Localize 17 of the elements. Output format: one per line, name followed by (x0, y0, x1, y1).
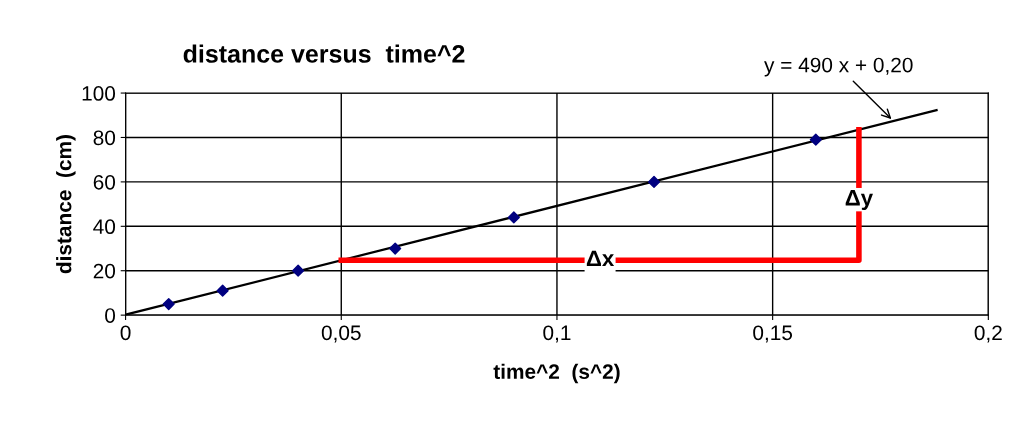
chart-title: distance versus time^2 (183, 44, 465, 63)
y-tick-label: 0 (105, 308, 116, 323)
x-tick-label: 0,15 (753, 325, 793, 343)
x-tick-label: 0 (120, 325, 131, 341)
y-tick-label: 40 (93, 219, 116, 235)
x-tick-label: 0,1 (543, 325, 571, 343)
annotation: y = 490 x + 0,20 (764, 57, 913, 77)
y-tick-label: 100 (82, 86, 116, 101)
x-axis-title: time^2 (s^2) (493, 363, 620, 384)
x-tick-label: 0,05 (321, 325, 361, 343)
annotation: Δx (586, 250, 615, 267)
y-tick-label: 60 (93, 174, 116, 190)
y-axis-title: distance (cm) (56, 135, 76, 274)
x-tick-label: 0,2 (974, 325, 1002, 343)
y-tick-label: 20 (93, 263, 116, 279)
annotation: Δy (845, 190, 873, 211)
y-tick-label: 80 (93, 130, 116, 146)
